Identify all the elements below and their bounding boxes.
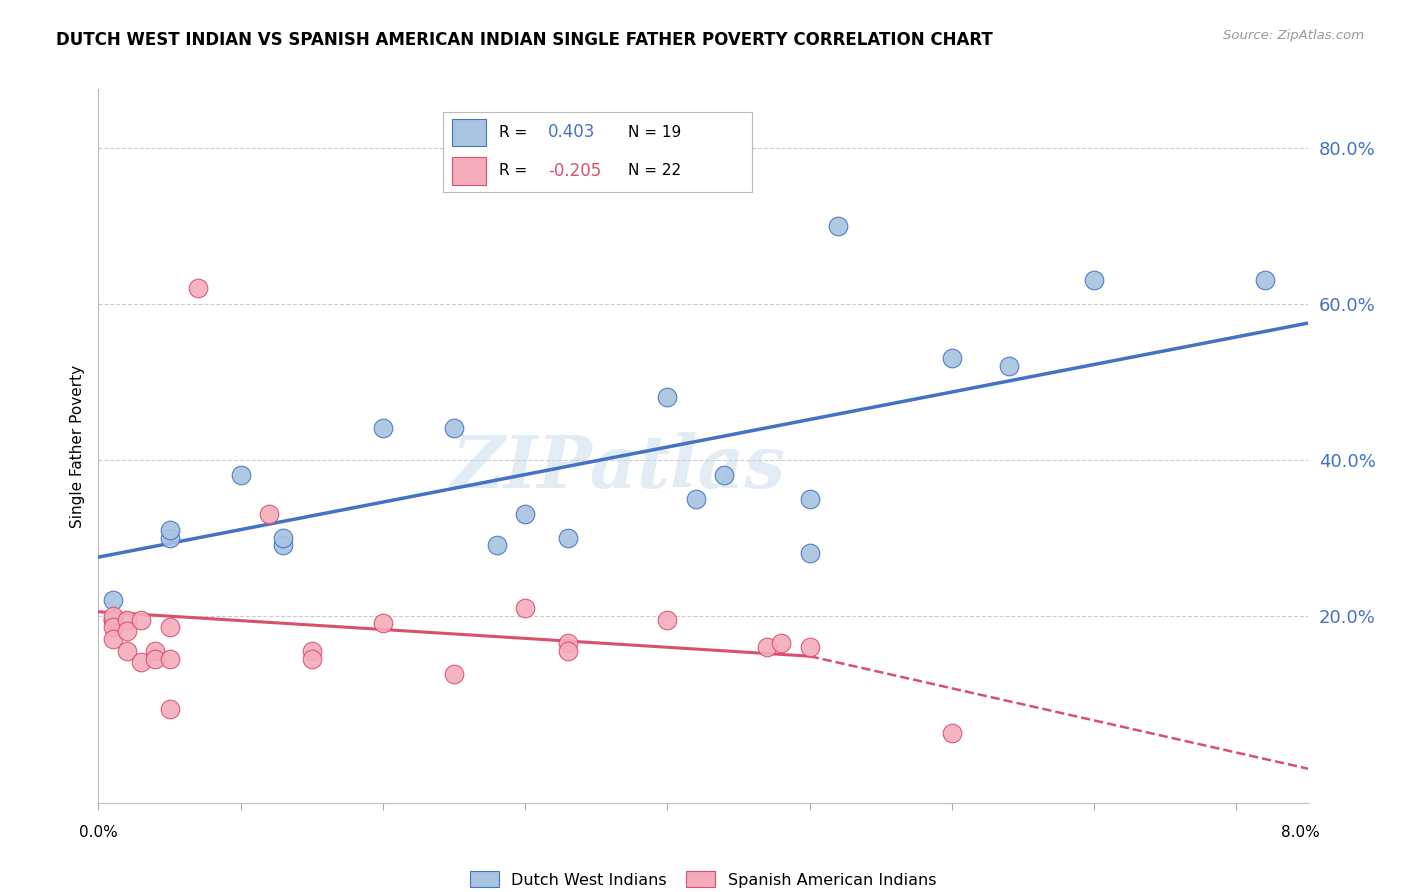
Text: N = 22: N = 22 <box>628 163 682 178</box>
Point <box>756 640 779 654</box>
Point <box>371 421 394 435</box>
Point <box>159 651 181 665</box>
Point <box>799 546 821 560</box>
Point <box>101 613 124 627</box>
Point <box>557 531 579 545</box>
Text: -0.205: -0.205 <box>548 161 602 179</box>
Point <box>101 632 124 646</box>
Point <box>101 620 124 634</box>
Text: DUTCH WEST INDIAN VS SPANISH AMERICAN INDIAN SINGLE FATHER POVERTY CORRELATION C: DUTCH WEST INDIAN VS SPANISH AMERICAN IN… <box>56 31 993 49</box>
Point <box>657 390 679 404</box>
Point <box>143 644 166 658</box>
Point <box>101 613 124 627</box>
Point <box>941 725 963 739</box>
Point <box>713 468 735 483</box>
Text: ZIPatlas: ZIPatlas <box>451 432 786 503</box>
Point <box>485 538 508 552</box>
Point <box>101 593 124 607</box>
Point <box>229 468 252 483</box>
Point <box>443 421 465 435</box>
Point <box>129 613 152 627</box>
Point <box>799 640 821 654</box>
Y-axis label: Single Father Poverty: Single Father Poverty <box>69 365 84 527</box>
Point <box>301 651 323 665</box>
Point <box>827 219 849 233</box>
Point <box>1083 273 1105 287</box>
Text: N = 19: N = 19 <box>628 125 682 140</box>
Text: R =: R = <box>499 163 527 178</box>
Point <box>143 651 166 665</box>
Point <box>301 644 323 658</box>
Point <box>159 531 181 545</box>
Point <box>1254 273 1277 287</box>
Point <box>443 667 465 681</box>
Point <box>371 616 394 631</box>
Point <box>159 702 181 716</box>
Legend: Dutch West Indians, Spanish American Indians: Dutch West Indians, Spanish American Ind… <box>470 871 936 888</box>
Point <box>257 508 280 522</box>
Point <box>273 531 295 545</box>
Point <box>115 644 138 658</box>
Point <box>115 613 138 627</box>
Point <box>941 351 963 366</box>
Point <box>998 359 1021 373</box>
Point <box>273 538 295 552</box>
Point <box>799 491 821 506</box>
Point <box>159 620 181 634</box>
Text: 0.403: 0.403 <box>548 123 595 141</box>
Point <box>129 656 152 670</box>
Point <box>657 613 679 627</box>
Text: R =: R = <box>499 125 527 140</box>
Point <box>115 624 138 639</box>
Point <box>557 644 579 658</box>
Point <box>557 636 579 650</box>
Text: Source: ZipAtlas.com: Source: ZipAtlas.com <box>1223 29 1364 42</box>
Point <box>515 600 537 615</box>
Text: 0.0%: 0.0% <box>79 825 118 840</box>
Point <box>515 508 537 522</box>
FancyBboxPatch shape <box>453 119 486 146</box>
Point <box>770 636 793 650</box>
Point <box>159 523 181 537</box>
FancyBboxPatch shape <box>453 157 486 185</box>
Text: 8.0%: 8.0% <box>1281 825 1320 840</box>
Point <box>101 608 124 623</box>
Point <box>685 491 707 506</box>
Point <box>187 281 209 295</box>
